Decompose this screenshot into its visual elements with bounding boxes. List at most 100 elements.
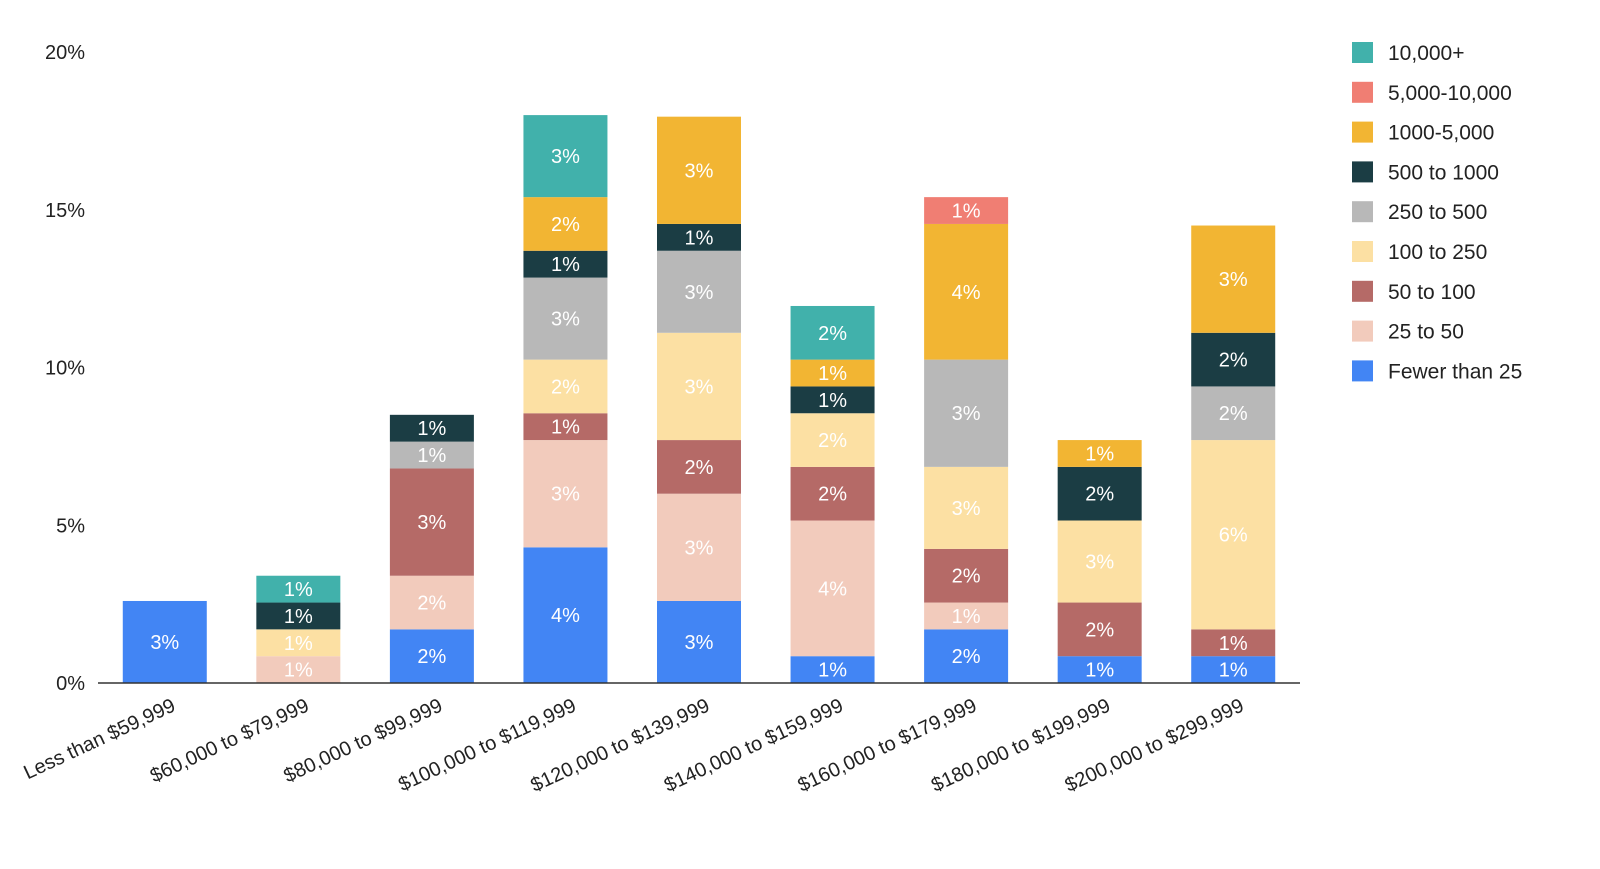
data-label: 2%	[551, 376, 580, 398]
data-label: 4%	[818, 578, 847, 600]
data-label: 4%	[551, 605, 580, 627]
bar-segment[interactable]	[389, 575, 474, 630]
bar-segment[interactable]	[1191, 225, 1276, 333]
bar-segment[interactable]	[523, 359, 608, 414]
data-label: 3%	[952, 403, 981, 425]
data-label: 1%	[284, 660, 313, 682]
bar-segment[interactable]	[256, 629, 341, 657]
data-label: 6%	[1219, 525, 1248, 547]
bar-segment[interactable]	[924, 602, 1009, 630]
bar-segment[interactable]	[657, 332, 741, 441]
legend-label: 50 to 100	[1388, 281, 1476, 304]
bar-segment[interactable]	[790, 520, 875, 657]
bar-segment[interactable]	[389, 414, 474, 442]
legend-item[interactable]: 1000-5,000	[1352, 121, 1494, 145]
data-label: 2%	[952, 566, 981, 588]
bar-segment[interactable]	[256, 575, 341, 603]
bar-stack: 3% 3% 2% 3% 3% 1% 3%	[657, 116, 741, 683]
bar-stack: 3%	[122, 600, 207, 683]
bar-segment[interactable]	[924, 629, 1009, 683]
bar-stack: 4% 3% 1% 2% 3% 1% 2% 3%	[523, 115, 608, 683]
bar-segment[interactable]	[924, 359, 1009, 467]
bar-segment[interactable]	[1057, 520, 1142, 603]
legend-item[interactable]: 25 to 50	[1352, 320, 1464, 344]
data-label: 2%	[417, 646, 446, 668]
data-label: 3%	[685, 160, 714, 182]
bar-stack: 2% 2% 3% 1% 1%	[389, 414, 474, 683]
bar-segment[interactable]	[657, 600, 741, 683]
bar-segment[interactable]	[924, 466, 1009, 549]
data-label: 2%	[818, 323, 847, 345]
data-label: 2%	[818, 430, 847, 452]
data-label: 3%	[685, 632, 714, 654]
data-label: 3%	[551, 309, 580, 331]
y-tick-label: 0%	[56, 673, 85, 695]
data-label: 2%	[1219, 350, 1248, 372]
legend-item[interactable]: 500 to 1000	[1352, 161, 1499, 184]
bar-segment[interactable]	[657, 440, 741, 494]
legend-swatch	[1352, 241, 1373, 262]
bar-segment[interactable]	[523, 547, 608, 683]
bar-segment[interactable]	[122, 600, 207, 683]
data-label: 3%	[685, 282, 714, 304]
bar-segment[interactable]	[924, 197, 1009, 224]
bar-segment[interactable]	[389, 629, 474, 683]
bar-segment[interactable]	[523, 197, 608, 251]
bar-segment[interactable]	[790, 305, 875, 360]
data-label: 1%	[818, 363, 847, 385]
data-label: 3%	[417, 512, 446, 534]
bar-segment[interactable]	[523, 250, 608, 278]
bar-segment[interactable]	[1057, 466, 1142, 521]
legend-swatch	[1352, 201, 1373, 223]
bar-segment[interactable]	[1191, 656, 1276, 683]
bar-segment[interactable]	[1057, 602, 1142, 657]
y-tick-label: 20%	[45, 42, 85, 64]
data-label: 3%	[1085, 552, 1114, 574]
bar-segment[interactable]	[657, 116, 741, 224]
legend-label: Fewer than 25	[1388, 360, 1522, 383]
bar-segment[interactable]	[1057, 656, 1142, 683]
bar-segment[interactable]	[790, 359, 875, 387]
data-label: 2%	[952, 646, 981, 668]
data-label: 2%	[818, 484, 847, 506]
bar-segment[interactable]	[389, 468, 474, 576]
data-label: 2%	[417, 593, 446, 615]
bar-segment[interactable]	[523, 440, 608, 548]
bar-segment[interactable]	[1191, 332, 1276, 387]
bar-segment[interactable]	[523, 277, 608, 360]
bar-segment[interactable]	[1191, 440, 1276, 630]
bar-segment[interactable]	[790, 386, 875, 414]
bar-segment[interactable]	[1191, 386, 1276, 441]
x-axis: Less than $59,999$60,000 to $79,999$80,0…	[20, 682, 1300, 797]
legend-swatch	[1352, 161, 1373, 183]
data-label: 3%	[551, 484, 580, 506]
bar-segment[interactable]	[657, 223, 741, 251]
bar-segment[interactable]	[657, 493, 741, 601]
data-label: 1%	[818, 660, 847, 682]
legend-label: 500 to 1000	[1388, 161, 1499, 184]
bar-segment[interactable]	[256, 602, 341, 630]
bar-segment[interactable]	[924, 223, 1009, 360]
legend-item[interactable]: Fewer than 25	[1352, 360, 1522, 383]
legend-item[interactable]: 5,000-10,000	[1352, 81, 1512, 105]
data-label: 3%	[685, 376, 714, 398]
bar-segment[interactable]	[924, 548, 1009, 603]
bar-segment[interactable]	[523, 115, 608, 198]
bar-segment[interactable]	[790, 413, 875, 467]
bar-segment[interactable]	[657, 250, 741, 333]
bar-segment[interactable]	[523, 413, 608, 441]
bar-segment[interactable]	[256, 656, 341, 683]
legend-item[interactable]: 100 to 250	[1352, 241, 1487, 264]
bar-segment[interactable]	[790, 466, 875, 521]
bar-segment[interactable]	[790, 656, 875, 683]
bar-segment[interactable]	[389, 441, 474, 469]
bar-segment[interactable]	[1191, 629, 1276, 657]
bar-segment[interactable]	[1057, 440, 1142, 467]
legend-swatch	[1352, 121, 1373, 143]
legend-item[interactable]: 10,000+	[1352, 42, 1465, 65]
legend-item[interactable]: 50 to 100	[1352, 280, 1476, 304]
legend-swatch	[1352, 360, 1373, 382]
legend-item[interactable]: 250 to 500	[1352, 201, 1487, 224]
data-label: 2%	[685, 457, 714, 479]
